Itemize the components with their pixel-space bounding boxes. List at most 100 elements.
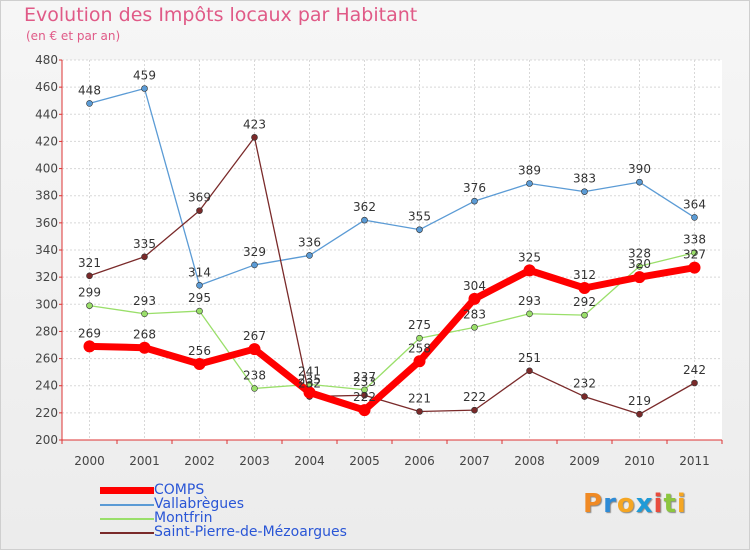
data-point (523, 264, 536, 277)
legend-swatch (100, 518, 154, 520)
data-label: 335 (133, 237, 156, 251)
series (83, 85, 701, 418)
y-tick-label: 440 (35, 107, 58, 121)
data-label: 304 (463, 279, 486, 293)
data-label: 219 (628, 394, 651, 408)
data-label: 383 (573, 172, 596, 186)
data-label: 232 (573, 377, 596, 391)
data-label: 292 (573, 295, 596, 309)
data-label: 325 (518, 250, 541, 264)
data-label: 267 (243, 329, 266, 343)
data-point (86, 302, 93, 309)
logo-letter: t (663, 489, 677, 519)
logo-letter: x (635, 489, 654, 519)
data-point (303, 386, 316, 399)
data-label: 268 (133, 328, 156, 342)
data-label: 369 (188, 191, 211, 205)
y-tick-label: 260 (35, 352, 58, 366)
data-point (691, 214, 698, 221)
data-label: 258 (408, 341, 431, 355)
grid (62, 59, 722, 441)
legend-label: Vallabrègues (154, 496, 245, 512)
data-label: 242 (683, 363, 706, 377)
data-label: 364 (683, 197, 706, 211)
data-point (141, 310, 148, 318)
x-tick-label: 2009 (569, 454, 600, 468)
series-line (88, 136, 696, 415)
data-point (471, 406, 478, 414)
data-point (306, 252, 313, 259)
chart-subtitle: (en € et par an) (26, 29, 121, 43)
y-tick-label: 360 (35, 216, 58, 230)
data-label: 232 (298, 377, 321, 391)
data-point (581, 311, 588, 319)
logo-letter: i (653, 489, 664, 519)
x-tick-label: 2001 (129, 454, 160, 468)
data-point (361, 216, 368, 224)
data-label: 237 (353, 370, 376, 384)
logo-letter: i (676, 489, 687, 519)
data-point (86, 272, 93, 280)
legend-swatch (100, 504, 154, 506)
y-tick-label: 480 (35, 53, 58, 67)
data-label: 314 (188, 265, 211, 279)
data-label: 376 (463, 181, 486, 195)
x-tick-label: 2011 (679, 454, 710, 468)
x-tick-label: 2010 (624, 454, 655, 468)
data-point (83, 340, 96, 353)
data-point (196, 207, 203, 214)
data-point (193, 358, 206, 370)
y-tick-label: 220 (35, 406, 58, 420)
data-label: 362 (353, 200, 376, 214)
data-point (361, 391, 368, 399)
data-point (141, 253, 148, 261)
data-label: 336 (298, 235, 321, 249)
data-label: 329 (243, 245, 266, 259)
data-point (251, 261, 258, 269)
logo-letter: P (583, 489, 604, 519)
x-tick-label: 2004 (294, 454, 325, 468)
x-tick-label: 2005 (349, 454, 380, 468)
series-line (88, 252, 696, 391)
x-tick-label: 2000 (74, 454, 105, 468)
y-tick-label: 200 (35, 433, 58, 447)
data-label: 222 (353, 390, 376, 404)
data-point (688, 261, 701, 274)
data-label: 423 (243, 117, 266, 131)
series-line (88, 87, 696, 286)
data-label: 293 (518, 294, 541, 308)
series-line (86, 264, 698, 414)
legend-label: Montfrin (154, 510, 213, 526)
chart-title: Evolution des Impôts locaux par Habitant (24, 4, 418, 26)
data-point (196, 307, 203, 315)
data-label: 312 (573, 268, 596, 282)
data-point (138, 341, 151, 354)
data-point (416, 226, 423, 233)
data-label: 448 (78, 83, 101, 97)
data-label: 459 (133, 69, 156, 83)
data-point (141, 85, 148, 92)
data-label: 327 (683, 248, 706, 262)
data-label: 251 (518, 351, 541, 365)
y-tick-label: 460 (35, 80, 58, 94)
data-point (471, 197, 478, 205)
data-point (416, 408, 423, 415)
x-tick-label: 2007 (459, 454, 490, 468)
data-point (636, 410, 643, 418)
x-tick-label: 2002 (184, 454, 215, 468)
data-point (578, 282, 591, 294)
data-label: 256 (188, 344, 211, 358)
data-point (526, 310, 533, 318)
data-label: 221 (408, 392, 431, 406)
data-point (251, 385, 258, 392)
y-tick-label: 380 (35, 189, 58, 203)
data-point (358, 404, 371, 417)
data-point (413, 355, 426, 368)
data-label: 320 (628, 257, 651, 271)
proxiti-logo: Proxiti (583, 489, 687, 519)
data-label: 283 (463, 307, 486, 321)
data-label: 293 (133, 294, 156, 308)
data-point (468, 292, 481, 305)
data-point (636, 262, 643, 270)
